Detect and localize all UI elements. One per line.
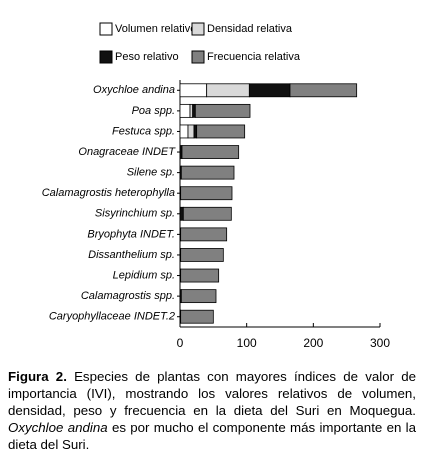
bar-segment	[182, 206, 232, 221]
y-tick-label: Silene sp.	[127, 167, 175, 179]
caption-text: es por mucho el componente más important…	[8, 420, 416, 452]
bar-segment	[289, 83, 358, 98]
y-tick-label: Sisyrinchium sp.	[95, 208, 175, 220]
legend-label: Frecuencia relativa	[207, 51, 301, 63]
x-tick-label: 200	[303, 336, 323, 350]
x-tick-label: 0	[177, 336, 184, 350]
y-tick-label: Bryophyta INDET.	[87, 228, 175, 240]
y-tick-label: Calamagrostis heterophylla	[42, 187, 175, 199]
bar-segment	[206, 83, 250, 98]
chart: Volumen relativo Densidad relativa Peso re…	[42, 22, 390, 350]
bar-segment	[179, 124, 189, 139]
bar-segment	[181, 145, 240, 159]
bar-segment	[180, 248, 224, 262]
x-tick-label: 100	[237, 336, 257, 350]
y-tick-label: Calamagrostis spp.	[81, 290, 175, 302]
bar-segment	[180, 186, 233, 201]
bar-segment	[248, 83, 291, 98]
y-tick-label: Dissanthelium sp.	[88, 249, 175, 261]
bar-segment	[180, 227, 228, 242]
bar-segment	[179, 103, 191, 118]
legend-label: Volumen relativo	[115, 23, 196, 35]
bar-segment	[180, 165, 235, 180]
y-tick-label: Onagraceae INDET	[78, 146, 176, 158]
legend-label: Densidad relativa	[207, 23, 293, 35]
legend-label: Peso relativo	[115, 51, 179, 63]
caption-label: Figura 2.	[8, 369, 67, 384]
legend-swatch	[99, 22, 113, 36]
y-tick-label: Oxychloe andina	[93, 84, 175, 96]
bar-segment	[179, 83, 208, 98]
y-tick-label: Festuca spp.	[112, 125, 175, 137]
bar-segment	[180, 309, 214, 324]
bar-segment	[180, 268, 220, 283]
bar-segment	[187, 124, 195, 139]
legend-swatch	[99, 50, 113, 64]
caption-text: Especies de plantas con mayores índices …	[8, 369, 416, 418]
bar-segment	[194, 103, 251, 118]
legend-swatch	[191, 22, 205, 36]
caption-italic: Oxychloe andina	[8, 420, 108, 435]
y-tick-label: Poa spp.	[132, 105, 175, 117]
legend-swatch	[191, 50, 205, 64]
bar-segment	[196, 124, 246, 139]
x-tick-label: 300	[370, 336, 390, 350]
bar-segment	[179, 206, 184, 221]
bar-segment	[180, 289, 217, 304]
y-tick-label: Caryophyllaceae INDET.2	[49, 311, 175, 323]
caption: Figura 2. Especies de plantas con mayore…	[8, 368, 416, 453]
y-tick-label: Lepidium sp.	[113, 269, 175, 281]
